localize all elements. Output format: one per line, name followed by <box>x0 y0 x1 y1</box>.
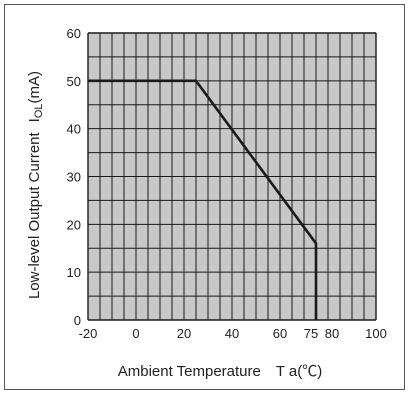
x-axis-label: Ambient Temperature T a(℃) <box>118 363 323 380</box>
x-tick-label: 20 <box>177 326 191 341</box>
y-axis-label-symbol: I <box>26 118 43 122</box>
x-tick-label: 75 <box>304 326 318 341</box>
x-tick-label: 80 <box>325 326 339 341</box>
series-group <box>88 79 318 320</box>
x-tick-label: 60 <box>273 326 287 341</box>
y-tick-label: 50 <box>67 74 81 89</box>
y-tick-label: 40 <box>67 122 81 137</box>
y-axis-label-unit: (mA) <box>26 71 43 104</box>
y-tick-label: 30 <box>67 170 81 185</box>
series-line <box>88 79 318 320</box>
y-axis-label-subscript: OL <box>33 103 45 118</box>
y-tick-label: 10 <box>67 265 81 280</box>
y-axis-label-main: Low-level Output Current <box>26 131 43 299</box>
x-tick-label: 40 <box>225 326 239 341</box>
y-tick-labels: 0 10 20 30 40 50 60 <box>67 26 81 328</box>
x-tick-labels: -20 0 20 40 60 75 80 100 <box>79 326 387 341</box>
x-tick-label: 100 <box>365 326 387 341</box>
y-axis-label: Low-level Output Current IOL(mA) <box>26 71 45 299</box>
y-tick-label: 20 <box>67 217 81 232</box>
x-tick-label: 0 <box>132 326 139 341</box>
y-tick-label: 0 <box>74 313 81 328</box>
y-tick-label: 60 <box>67 26 81 41</box>
x-tick-label: -20 <box>79 326 98 341</box>
